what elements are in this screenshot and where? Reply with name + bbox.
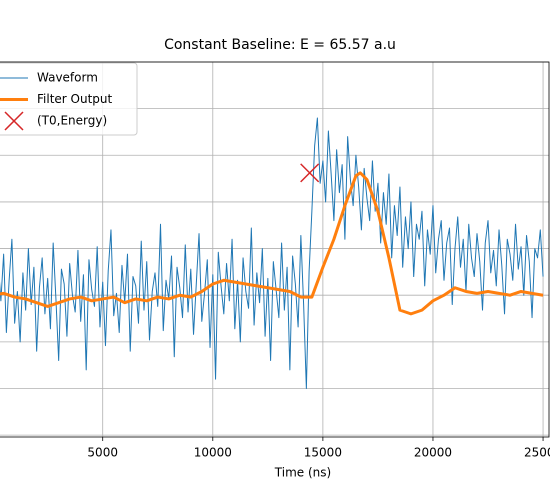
series-line bbox=[0, 171, 544, 316]
legend-label: Waveform bbox=[37, 71, 98, 85]
legend-label: Filter Output bbox=[37, 92, 113, 106]
plot-area bbox=[0, 117, 544, 389]
axes: 0500010000150002000025000-75-50-25025507… bbox=[0, 61, 550, 460]
x-tick-label: 10000 bbox=[194, 446, 232, 460]
legend: Waveform Filter Output (T0,Energy) bbox=[0, 62, 138, 136]
series-line bbox=[0, 117, 544, 389]
chart-title: Constant Baseline: E = 65.57 a.u bbox=[164, 37, 396, 53]
energy-marker bbox=[300, 163, 320, 183]
legend-box bbox=[0, 62, 138, 136]
axes-frame bbox=[0, 61, 550, 438]
x-tick-label: 25000 bbox=[524, 446, 550, 460]
x-axis-label: Time (ns) bbox=[274, 466, 331, 480]
x-tick-label: 20000 bbox=[414, 446, 452, 460]
x-tick-label: 15000 bbox=[304, 446, 342, 460]
legend-label: (T0,Energy) bbox=[37, 114, 107, 128]
x-tick-label: 5000 bbox=[87, 446, 118, 460]
legend-symbol bbox=[4, 111, 24, 131]
